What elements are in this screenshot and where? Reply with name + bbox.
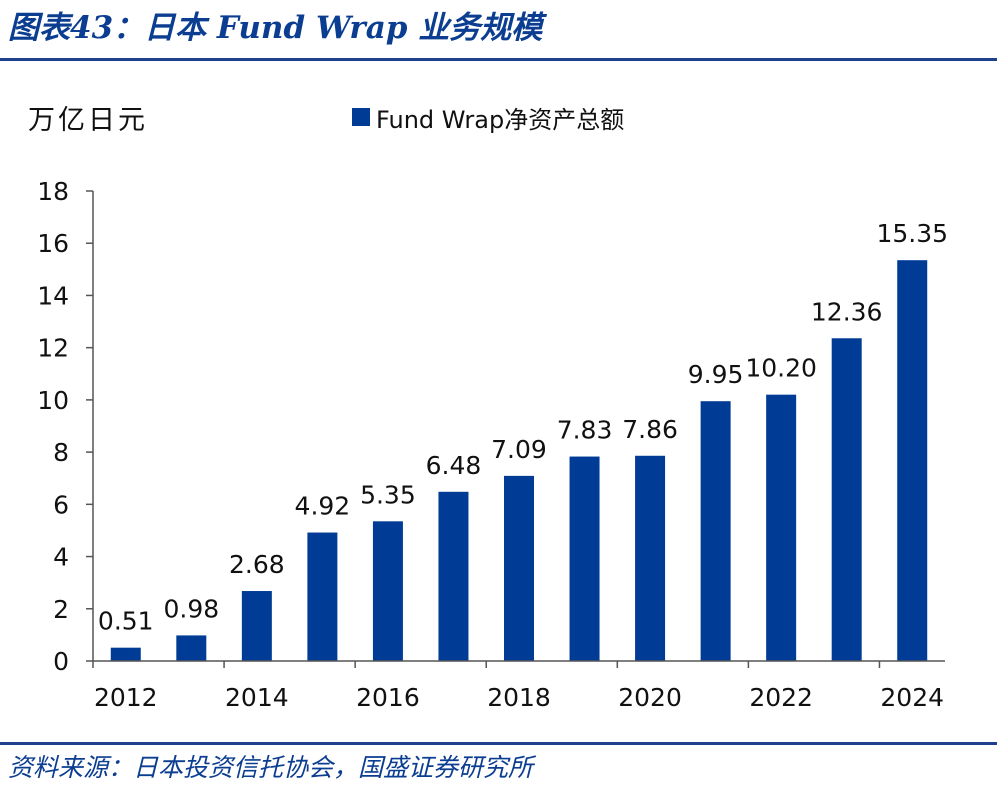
bar [569, 456, 600, 661]
y-tick-label: 18 [37, 177, 69, 206]
x-tick-label: 2014 [225, 683, 289, 712]
x-tick-label: 2020 [618, 683, 682, 712]
x-tick-label: 2024 [880, 683, 944, 712]
y-tick-label: 2 [53, 595, 69, 624]
bar [307, 532, 338, 661]
x-tick-label: 2022 [749, 683, 813, 712]
data-label: 15.35 [876, 219, 948, 248]
bar-chart: 0 2 4 6 8 10 12 14 16 18 0.51 0.98 2.68 4.92 5.35 6.48 7… [37, 177, 948, 712]
bar [176, 635, 207, 661]
bar [831, 338, 862, 661]
bar [504, 475, 534, 661]
y-tick-label: 10 [37, 386, 69, 415]
y-tick-label: 6 [53, 490, 69, 519]
y-tick-label: 0 [53, 647, 69, 676]
data-label: 9.95 [688, 360, 744, 389]
y-tick-label: 12 [37, 334, 69, 363]
y-tick-label: 16 [37, 229, 69, 258]
bar [897, 260, 928, 661]
data-label: 4.92 [295, 492, 351, 521]
data-label: 7.83 [557, 416, 613, 445]
y-tick-label: 8 [53, 438, 69, 467]
chart-legend: Fund Wrap净资产总额 [352, 100, 624, 134]
x-tick-label: 2012 [94, 683, 158, 712]
data-label: 7.86 [622, 415, 678, 444]
source-note: 资料来源：日本投资信托协会，国盛证券研究所 [8, 753, 534, 782]
bar [766, 394, 797, 661]
legend-swatch [352, 108, 370, 126]
data-label: 6.48 [426, 451, 482, 480]
page-title: 图表43：日本 Fund Wrap 业务规模 [8, 10, 543, 46]
x-tick-label: 2016 [356, 683, 420, 712]
bar [700, 401, 731, 661]
y-tick-label: 14 [37, 281, 69, 310]
bar [438, 491, 469, 661]
data-label: 0.98 [163, 594, 219, 623]
bar [110, 647, 141, 661]
y-axis-unit-label: 万亿日元 [28, 105, 148, 136]
data-label: 0.51 [98, 607, 154, 636]
data-label: 12.36 [811, 297, 883, 326]
data-label: 7.09 [491, 435, 547, 464]
bar [372, 521, 403, 661]
x-tick-label: 2018 [487, 683, 551, 712]
data-label: 5.35 [360, 480, 416, 509]
y-tick-label: 4 [53, 543, 69, 572]
bar [241, 591, 272, 661]
title-divider [0, 58, 997, 61]
legend-label: Fund Wrap净资产总额 [376, 105, 625, 134]
data-label: 2.68 [229, 550, 285, 579]
bar [635, 455, 666, 661]
footer-divider [0, 742, 997, 745]
data-label: 10.20 [745, 354, 817, 383]
